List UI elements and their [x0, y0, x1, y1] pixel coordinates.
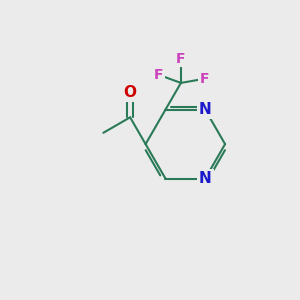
- Text: F: F: [154, 68, 163, 82]
- Text: F: F: [176, 52, 186, 66]
- Text: F: F: [200, 72, 209, 86]
- Text: N: N: [199, 102, 211, 117]
- Text: N: N: [199, 171, 211, 186]
- Text: O: O: [124, 85, 136, 100]
